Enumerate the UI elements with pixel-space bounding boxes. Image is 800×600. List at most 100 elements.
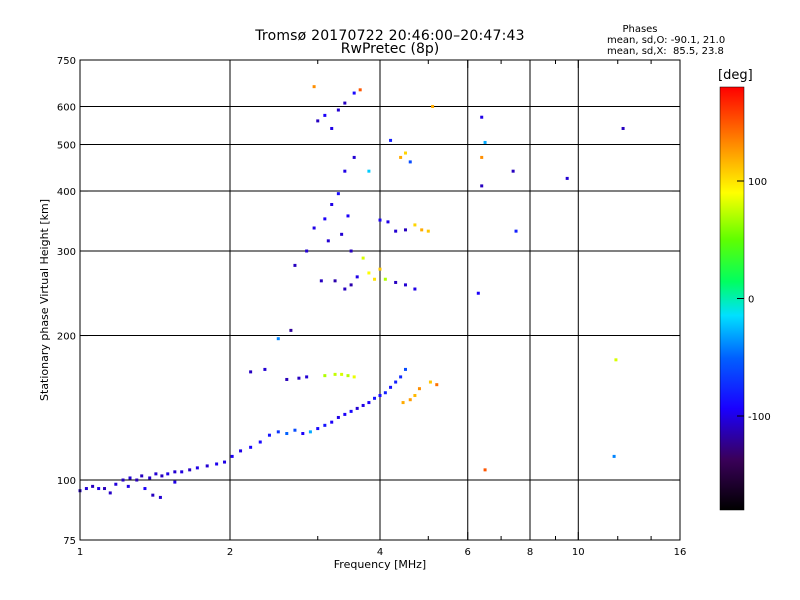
- data-point: [476, 291, 480, 295]
- data-point: [336, 108, 340, 112]
- y-axis-label: Stationary phase Virtual Height [km]: [38, 199, 51, 401]
- data-point: [408, 398, 412, 402]
- data-point: [173, 480, 177, 484]
- data-point: [435, 383, 439, 387]
- data-point: [249, 445, 253, 449]
- data-point: [511, 169, 515, 173]
- data-point: [305, 249, 309, 253]
- data-point: [323, 374, 327, 378]
- data-point: [289, 328, 293, 332]
- data-point: [399, 155, 403, 159]
- data-point: [340, 372, 344, 376]
- data-point: [297, 376, 301, 380]
- data-point: [426, 229, 430, 233]
- data-point: [160, 474, 164, 478]
- data-point: [367, 401, 371, 405]
- data-point: [343, 169, 347, 173]
- data-point: [326, 239, 330, 243]
- data-point: [276, 430, 280, 434]
- data-point: [420, 228, 424, 232]
- data-point: [383, 277, 387, 281]
- y-tick-label: 500: [57, 141, 76, 152]
- x-tick-label: 6: [465, 547, 471, 558]
- data-point: [361, 256, 365, 260]
- data-point: [413, 223, 417, 227]
- x-axis: 1 2 4 6 8 10 16: [77, 60, 687, 558]
- data-point: [403, 283, 407, 287]
- data-point: [166, 472, 170, 476]
- data-point: [413, 287, 417, 291]
- data-point: [343, 287, 347, 291]
- data-point: [565, 176, 569, 180]
- y-tick-label: 750: [57, 56, 76, 67]
- data-point: [358, 88, 362, 92]
- data-point: [108, 491, 112, 495]
- x-tick-label: 4: [377, 547, 383, 558]
- data-point: [316, 119, 320, 123]
- data-point: [205, 464, 209, 468]
- data-point: [323, 217, 327, 221]
- y-tick-label: 100: [57, 476, 76, 487]
- data-point: [121, 478, 125, 482]
- data-point: [330, 202, 334, 206]
- stats-x-mode: mean, sd,X: 85.5, 23.8: [607, 46, 724, 57]
- data-point: [401, 401, 405, 405]
- data-point: [301, 432, 305, 436]
- data-point: [480, 155, 484, 159]
- data-point: [285, 377, 289, 381]
- chart-subtitle: RwPretec (8p): [340, 41, 440, 57]
- y-tick-label: 75: [63, 536, 76, 547]
- data-point: [378, 394, 382, 398]
- data-point: [114, 482, 118, 486]
- x-axis-label: Frequency [MHz]: [334, 558, 426, 571]
- data-point: [140, 474, 144, 478]
- data-point: [323, 423, 327, 427]
- data-point: [135, 478, 139, 482]
- x-tick-label: 8: [527, 547, 533, 558]
- data-point: [263, 367, 267, 371]
- data-point: [188, 468, 192, 472]
- data-point: [480, 184, 484, 188]
- data-point: [343, 101, 347, 105]
- y-tick-label: 300: [57, 247, 76, 258]
- data-point: [612, 454, 616, 458]
- data-point: [417, 387, 421, 391]
- data-point: [103, 487, 107, 491]
- data-point: [355, 275, 359, 279]
- data-point: [330, 126, 334, 130]
- data-point: [230, 454, 234, 458]
- data-point: [349, 283, 353, 287]
- data-point: [367, 169, 371, 173]
- data-point: [97, 487, 101, 491]
- grid-lines: [80, 60, 680, 540]
- y-axis: 75 100 200 300 400 500 600 750: [57, 56, 680, 547]
- data-point: [373, 277, 377, 281]
- data-point: [308, 430, 312, 434]
- data-point: [483, 140, 487, 144]
- data-point: [394, 380, 398, 384]
- data-point: [378, 218, 382, 222]
- x-tick-label: 10: [572, 547, 585, 558]
- data-point: [346, 214, 350, 218]
- data-point: [195, 466, 199, 470]
- data-point: [312, 85, 316, 89]
- data-point: [346, 374, 350, 378]
- data-point: [389, 385, 393, 389]
- data-point: [428, 380, 432, 384]
- data-point: [367, 271, 371, 275]
- data-point: [336, 415, 340, 419]
- data-point: [349, 249, 353, 253]
- data-point: [352, 375, 356, 379]
- data-point: [276, 337, 280, 341]
- data-point: [249, 370, 253, 374]
- y-tick-label: 400: [57, 187, 76, 198]
- stats-o-mode: mean, sd,O: -90.1, 21.0: [607, 35, 726, 46]
- data-point: [403, 228, 407, 232]
- data-point: [514, 229, 518, 233]
- x-tick-label: 16: [674, 547, 687, 558]
- data-point: [143, 487, 147, 491]
- colorbar-tick-label: -100: [748, 412, 771, 423]
- data-point: [394, 280, 398, 284]
- data-point: [223, 460, 227, 464]
